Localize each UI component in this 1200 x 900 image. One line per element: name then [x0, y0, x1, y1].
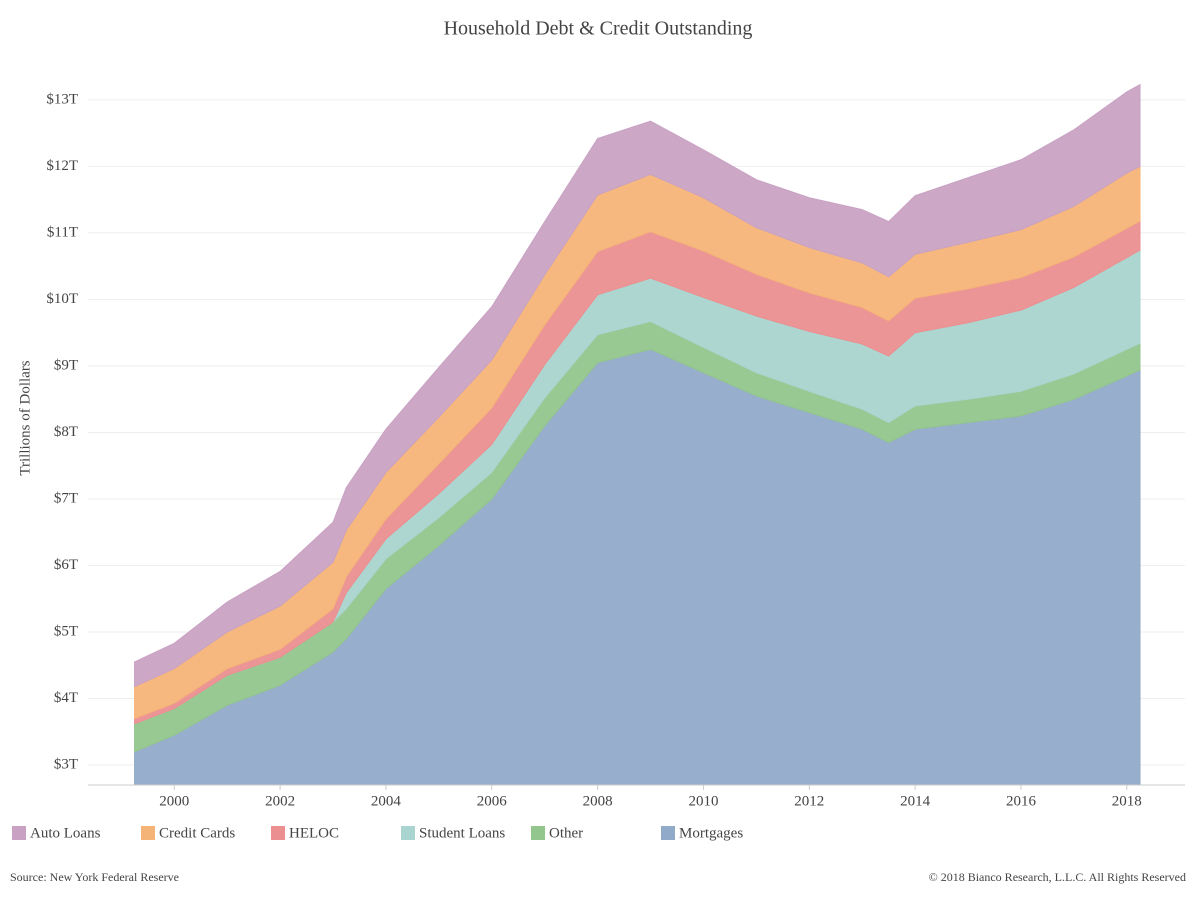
- legend-label: HELOC: [289, 825, 339, 841]
- y-axis-label: Trillions of Dollars: [17, 360, 33, 475]
- legend-swatch: [141, 826, 155, 840]
- x-tick-label: 2018: [1112, 793, 1142, 809]
- x-tick-label: 2008: [583, 793, 613, 809]
- y-tick-label: $11T: [47, 224, 78, 240]
- y-tick-label: $5T: [54, 623, 78, 639]
- x-tick-label: 2016: [1006, 793, 1037, 809]
- legend-label: Credit Cards: [159, 825, 235, 841]
- legend-swatch: [12, 826, 26, 840]
- x-tick-label: 2006: [477, 793, 508, 809]
- source: Source: New York Federal Reserve: [10, 870, 179, 884]
- x-tick-label: 2000: [159, 793, 189, 809]
- y-tick-label: $8T: [54, 424, 78, 440]
- legend-label: Other: [549, 825, 583, 841]
- legend-label: Mortgages: [679, 825, 743, 841]
- y-tick-label: $7T: [54, 490, 78, 506]
- legend-swatch: [271, 826, 285, 840]
- y-tick-label: $10T: [46, 291, 78, 307]
- y-tick-label: $6T: [54, 557, 78, 573]
- y-tick-label: $9T: [54, 357, 78, 373]
- x-tick-label: 2014: [900, 793, 931, 809]
- legend-swatch: [401, 826, 415, 840]
- legend-swatch: [531, 826, 545, 840]
- area: [134, 83, 1141, 688]
- x-tick-label: 2012: [794, 793, 824, 809]
- x-tick-label: 2002: [265, 793, 295, 809]
- legend-label: Auto Loans: [30, 825, 101, 841]
- legend-swatch: [661, 826, 675, 840]
- x-tick-label: 2010: [688, 793, 718, 809]
- y-tick-label: $12T: [46, 158, 78, 174]
- legend-label: Student Loans: [419, 825, 505, 841]
- copyright: © 2018 Bianco Research, L.L.C. All Right…: [929, 870, 1186, 884]
- y-tick-label: $13T: [46, 91, 78, 107]
- x-tick-label: 2004: [371, 793, 402, 809]
- y-tick-label: $4T: [54, 690, 78, 706]
- chart-title: Household Debt & Credit Outstanding: [444, 18, 753, 40]
- y-tick-label: $3T: [54, 756, 78, 772]
